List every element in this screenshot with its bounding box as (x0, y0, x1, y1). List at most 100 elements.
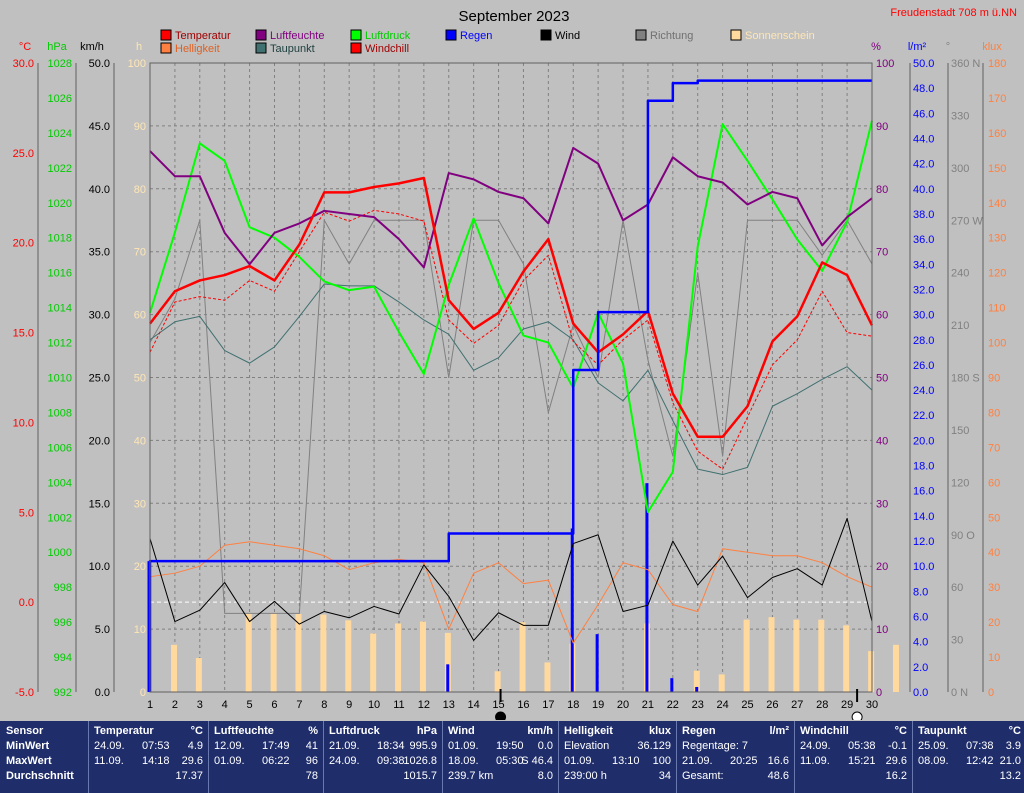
stats-value: 8.0 (537, 770, 553, 782)
axis-tick-direction: 180 S (951, 373, 980, 385)
axis-tick-direction: 300 (951, 163, 969, 175)
stats-header: Taupunkt °C (918, 724, 1024, 739)
axis-unit-wind_speed: km/h (80, 41, 104, 53)
stats-date: 11.09. (94, 755, 124, 767)
stats-separator (558, 721, 559, 793)
axis-tick-wind_speed: 10.0 (89, 561, 110, 573)
stats-value: 1026.8 (403, 755, 437, 767)
axis-tick-sunshine: 0 (140, 687, 146, 699)
axis-tick-sunshine: 40 (134, 435, 146, 447)
axis-tick-wind_speed: 5.0 (95, 624, 110, 636)
axis-tick-rain: 48.0 (913, 83, 934, 95)
legend-label: Helligkeit (175, 43, 220, 55)
stats-col-regen: Regen l/m² Regentage: 7 21.09. 20:25 16.6 Gesa… (682, 724, 792, 792)
axis-tick-temperature: 10.0 (13, 417, 34, 429)
series-line-temperatur (149, 176, 874, 439)
axis-tick-humidity: 80 (876, 184, 888, 196)
axis-tick-pressure: 1004 (48, 477, 72, 489)
stats-separator (912, 721, 913, 793)
axis-unit-direction: ° (946, 41, 950, 53)
x-tick-label: 9 (346, 699, 352, 711)
stats-value: -0.1 (888, 740, 907, 752)
stats-row: 12.09. 17:49 41 (214, 739, 321, 754)
series-line-wind (149, 517, 873, 641)
stats-row: 78 (214, 769, 321, 784)
axis-tick-rain: 16.0 (913, 486, 934, 498)
axis-tick-brightness: 110 (988, 303, 1006, 315)
sunshine-bar (544, 662, 551, 692)
stats-date: 25.09. (918, 740, 949, 752)
x-tick-label: 19 (592, 699, 604, 711)
rain-bar (695, 686, 699, 692)
axis-tick-direction: 0 N (951, 687, 968, 699)
stats-value: 48.6 (767, 770, 789, 782)
x-tick-label: 21 (642, 699, 654, 711)
legend-label: Sonnenschein (745, 30, 815, 42)
axis-unit-pressure: hPa (47, 41, 67, 53)
sunshine-bar (494, 671, 501, 692)
axis-tick-sunshine: 60 (134, 310, 146, 322)
plot-frame (149, 62, 873, 693)
stats-time: 13:10 (612, 755, 640, 767)
axis-tick-rain: 0.0 (913, 687, 928, 699)
stats-header-label: Regen (682, 725, 716, 737)
x-tick-label: 15 (492, 699, 504, 711)
moon-new-icon (495, 711, 507, 720)
stats-row: Regentage: 7 (682, 739, 792, 754)
axis-tick-brightness: 20 (988, 617, 1000, 629)
axis-tick-temperature: 30.0 (13, 58, 34, 70)
stats-row: 21.09. 20:25 16.6 (682, 754, 792, 769)
axis-tick-sunshine: 20 (134, 561, 146, 573)
axis-tick-humidity: 20 (876, 561, 888, 573)
sunshine-bar (245, 613, 252, 692)
moon-full-icon (851, 711, 863, 720)
stats-header-label: Wind (448, 725, 475, 737)
stats-time: 18:34 (377, 740, 405, 752)
axis-tick-rain: 26.0 (913, 360, 934, 372)
stats-header: Sensor (6, 724, 86, 739)
stats-value: 96 (305, 755, 318, 767)
sunshine-bar (843, 625, 850, 692)
stats-row: 24.09. 09:38 1026.8 (329, 754, 440, 769)
legend-label: Richtung (650, 30, 693, 42)
stats-date: 01.09. (564, 755, 595, 767)
legend-label: Taupunkt (270, 43, 315, 55)
stats-value: 13.2 (999, 770, 1021, 782)
sunshine-bar (270, 613, 277, 692)
legend-swatch (730, 29, 742, 41)
axis-tick-sunshine: 10 (134, 624, 146, 636)
axis-tick-wind_speed: 50.0 (89, 58, 110, 70)
axis-tick-wind_speed: 30.0 (89, 310, 110, 322)
axis-tick-humidity: 10 (876, 624, 888, 636)
series-line-richtung (149, 219, 873, 614)
x-tick-label: 25 (741, 699, 753, 711)
axis-tick-rain: 44.0 (913, 133, 934, 145)
axis-tick-wind_speed: 15.0 (89, 498, 110, 510)
axis-tick-rain: 50.0 (913, 58, 934, 70)
axis-tick-direction: 120 (951, 477, 969, 489)
axis-tick-brightness: 40 (988, 547, 1000, 559)
stats-date: 01.09. (214, 755, 245, 767)
stats-row: Durchschnitt (6, 770, 74, 782)
stats-unit: klux (648, 725, 671, 737)
x-tick-label: 3 (197, 699, 203, 711)
stats-date: 18.09. (448, 755, 479, 767)
stats-header: Temperatur °C (94, 724, 206, 739)
axis-tick-temperature: -5.0 (15, 687, 34, 699)
axis-tick-direction: 210 (951, 320, 969, 332)
stats-col-wind: Wind km/h 01.09. 19:50 0.0 18.09. 05:30 S 46.4 2… (448, 724, 556, 792)
axis-tick-humidity: 0 (876, 687, 882, 699)
stats-date: 12.09. (214, 740, 245, 752)
axis-tick-brightness: 140 (988, 198, 1006, 210)
axis-unit-humidity: % (871, 41, 881, 53)
stats-time: 06:22 (262, 755, 290, 767)
axis-tick-brightness: 50 (988, 512, 1000, 524)
weather-chart: 30.025.020.015.010.05.00.0-5.0°C10281026… (13, 7, 1017, 720)
axis-tick-brightness: 10 (988, 652, 1000, 664)
axis-tick-rain: 30.0 (913, 310, 934, 322)
axis-tick-sunshine: 100 (128, 58, 146, 70)
axis-tick-sunshine: 30 (134, 498, 146, 510)
axis-tick-brightness: 100 (988, 338, 1006, 350)
stats-header-label: Luftdruck (329, 725, 380, 737)
legend-swatch (160, 42, 172, 54)
